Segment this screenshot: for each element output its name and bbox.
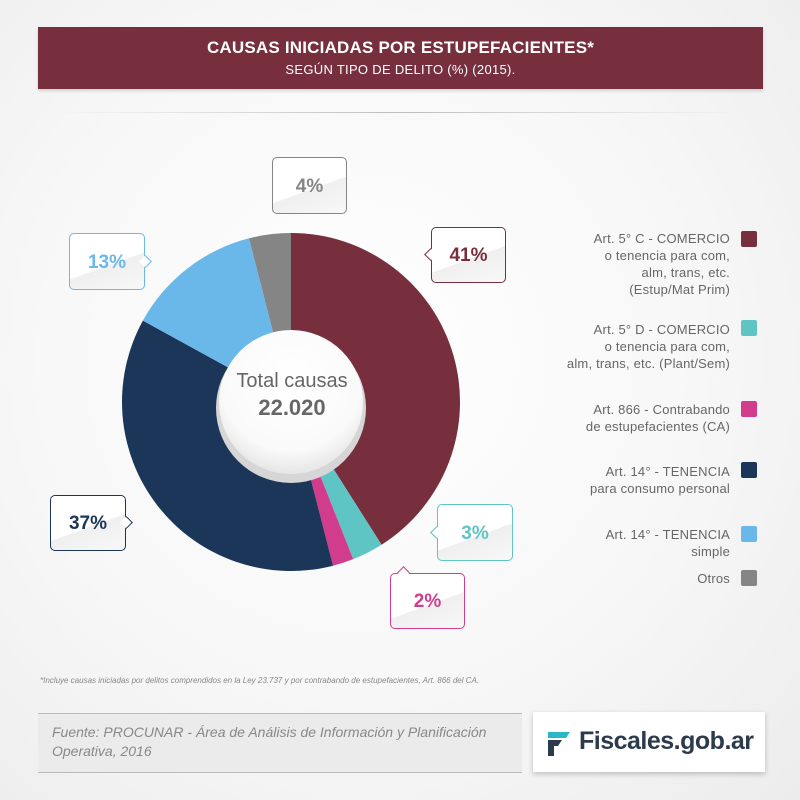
data-label-text: 3% xyxy=(461,523,489,544)
donut-hole xyxy=(219,330,363,474)
data-label-text: 4% xyxy=(295,176,324,197)
data-label-37: 37% xyxy=(50,495,133,551)
legend-item-art5c: Art. 5° C - COMERCIO o tenencia para com… xyxy=(593,231,730,297)
center-label: Total causas 22.020 xyxy=(218,370,366,421)
data-label-2: 2% xyxy=(390,566,465,629)
legend-swatch-art5d xyxy=(741,320,757,336)
legend-item-art866: Art. 866 - Contrabando de estupefaciente… xyxy=(585,402,730,434)
chart-title: CAUSAS INICIADAS POR ESTUPEFACIENTES* xyxy=(206,38,595,57)
legend-swatch-art866 xyxy=(741,401,757,417)
data-label-text: 2% xyxy=(413,591,442,612)
center-title: Total causas xyxy=(236,370,348,392)
divider xyxy=(60,112,740,113)
data-label-13: 13% xyxy=(69,233,152,290)
data-label-41: 41% xyxy=(424,227,506,283)
legend-swatch-art5c xyxy=(741,231,757,247)
center-value: 22.020 xyxy=(258,395,326,420)
data-label-text: 41% xyxy=(449,245,488,266)
legend-swatch-otros xyxy=(741,570,757,586)
fiscales-logo[interactable]: Fiscales.gob.ar xyxy=(533,712,765,772)
legend-item-otros: Otros xyxy=(697,571,730,586)
title-banner: CAUSAS INICIADAS POR ESTUPEFACIENTES* SE… xyxy=(38,27,763,89)
legend-item-art14-simple: Art. 14° - TENENCIA simple xyxy=(605,527,730,559)
data-label-4: 4% xyxy=(272,157,347,214)
fiscales-logo-icon xyxy=(548,732,570,756)
data-label-text: 37% xyxy=(68,513,108,534)
data-label-text: 13% xyxy=(87,252,127,273)
data-label-3: 3% xyxy=(430,504,513,561)
legend-swatch-art14-consumo xyxy=(741,462,757,478)
source-text: Fuente: PROCUNAR - Área de Análisis de I… xyxy=(52,724,487,759)
source-box: Fuente: PROCUNAR - Área de Análisis de I… xyxy=(38,713,522,773)
legend-item-art14-consumo: Art. 14° - TENENCIA para consumo persona… xyxy=(589,464,730,496)
logo-text: Fiscales.gob.ar xyxy=(579,727,754,755)
footnote: *Incluye causas iniciadas por delitos co… xyxy=(40,676,480,685)
legend-item-art5d: Art. 5° D - COMERCIO o tenencia para com… xyxy=(566,322,730,371)
chart-subtitle: SEGÚN TIPO DE DELITO (%) (2015). xyxy=(285,62,516,77)
legend-swatch-art14-simple xyxy=(741,526,757,542)
